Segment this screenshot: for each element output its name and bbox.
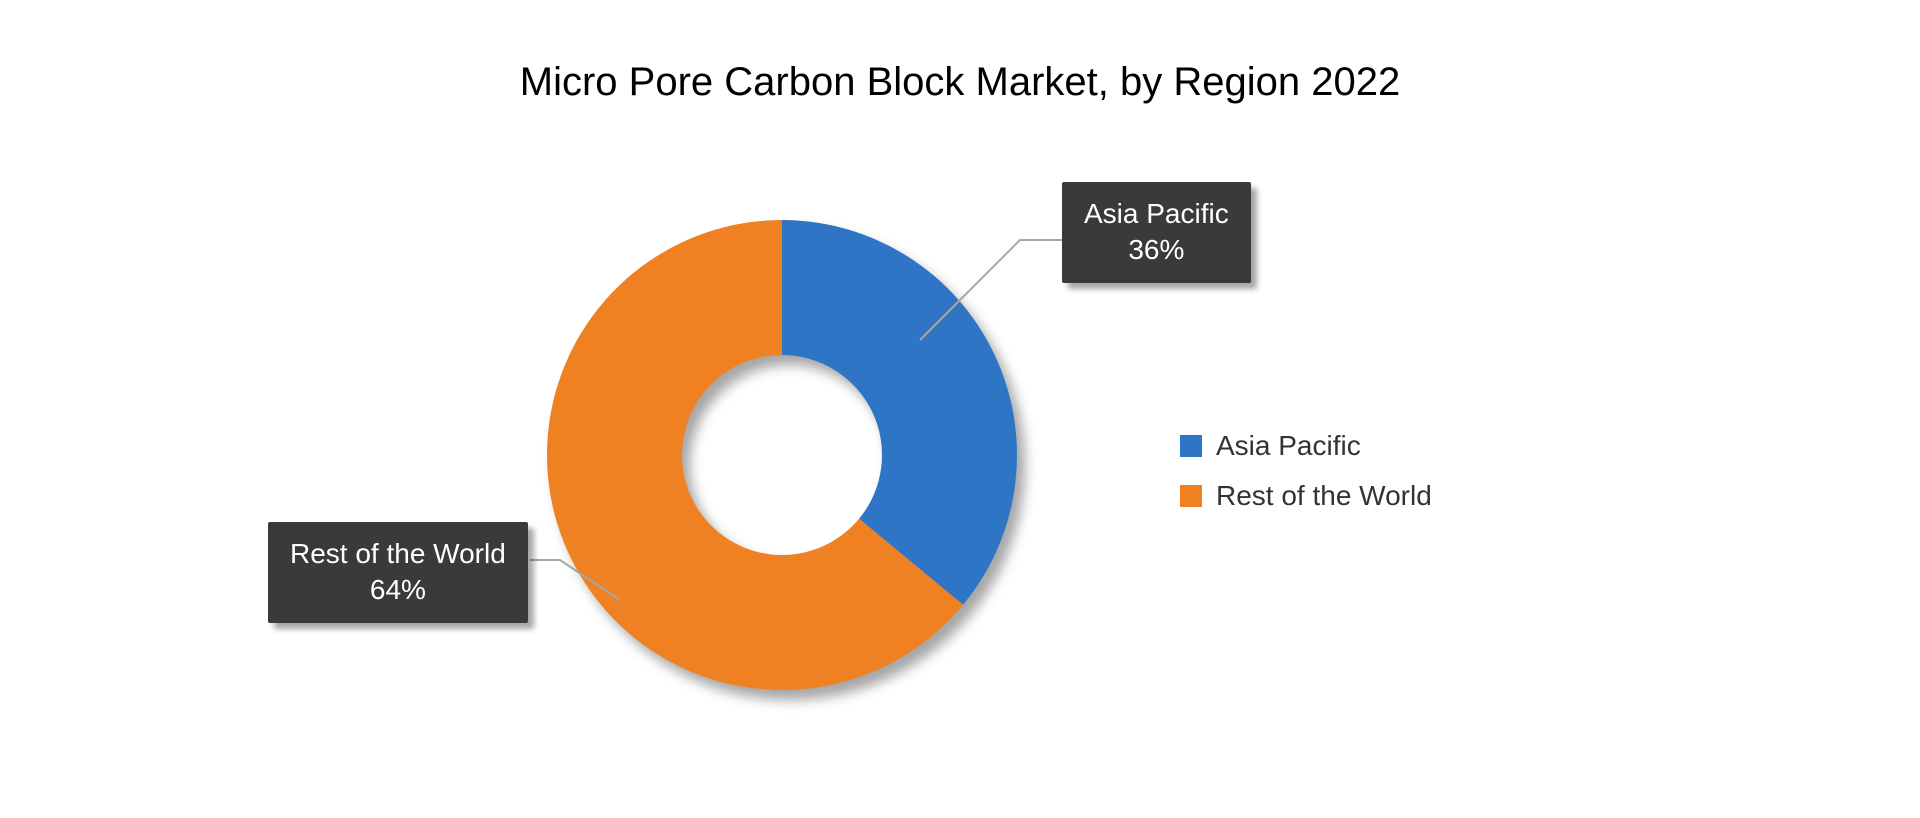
callout-name: Rest of the World [290,536,506,572]
legend: Asia Pacific Rest of the World [1180,430,1432,530]
legend-label: Asia Pacific [1216,430,1361,462]
legend-swatch [1180,435,1202,457]
slice-asia-pacific [782,220,1017,605]
legend-label: Rest of the World [1216,480,1432,512]
callout-box: Rest of the World64% [268,522,528,623]
callout-percent: 36% [1084,232,1229,268]
chart-stage: Micro Pore Carbon Block Market, by Regio… [0,0,1920,818]
chart-title: Micro Pore Carbon Block Market, by Regio… [0,60,1920,105]
callout-name: Asia Pacific [1084,196,1229,232]
legend-swatch [1180,485,1202,507]
callout-box: Asia Pacific36% [1062,182,1251,283]
legend-item: Asia Pacific [1180,430,1432,462]
legend-item: Rest of the World [1180,480,1432,512]
donut-chart [537,210,1027,705]
callout-percent: 64% [290,572,506,608]
donut-svg [537,210,1027,700]
